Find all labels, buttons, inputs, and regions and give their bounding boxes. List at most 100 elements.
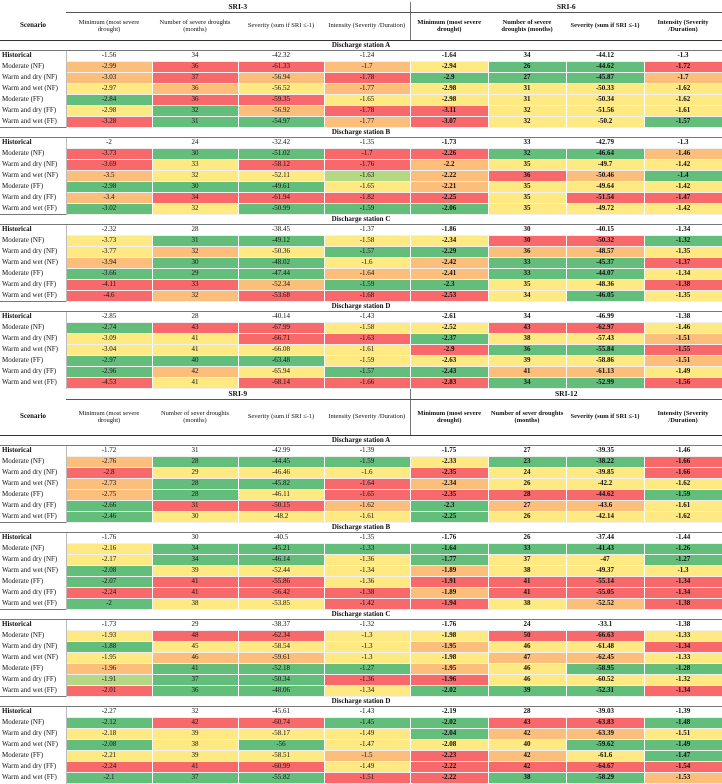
table-cell: -1.35 bbox=[644, 246, 722, 258]
table-cell: -2.52 bbox=[409, 322, 489, 334]
table-cell: -2.27 bbox=[66, 706, 153, 718]
table-row: Warm and dry (FF) -2.98 32 -56.92 -1.78 -3.11… bbox=[0, 105, 722, 117]
table-cell: -62.97 bbox=[566, 322, 645, 334]
table-cell: 35 bbox=[488, 203, 567, 215]
table-cell: -2.08 bbox=[66, 739, 153, 751]
table-cell: -68.14 bbox=[238, 377, 325, 389]
table-cell: 42 bbox=[488, 761, 567, 773]
table-cell: 32 bbox=[152, 170, 239, 182]
table-row: Historical -2.85 28 -40.14 -1.43 -2.61 34 -46.9… bbox=[0, 311, 722, 323]
table-cell: 26 bbox=[488, 532, 567, 544]
table-cell: -32.42 bbox=[238, 137, 325, 149]
table-cell: 28 bbox=[488, 489, 567, 501]
table-cell: -58.54 bbox=[238, 641, 325, 653]
scenario-label: Warm and dry (NF) bbox=[0, 159, 67, 170]
table-cell: -1.3 bbox=[644, 137, 722, 149]
table-cell: -1.77 bbox=[409, 554, 489, 566]
table-cell: -1.73 bbox=[409, 137, 489, 149]
table-cell: -1.58 bbox=[324, 235, 411, 247]
table-cell: -56.52 bbox=[238, 83, 325, 95]
table-cell: -1.72 bbox=[66, 445, 153, 457]
table-cell: 38 bbox=[488, 565, 567, 577]
table-cell: -1.5 bbox=[324, 750, 411, 762]
scenario-label: Warm and dry (FF) bbox=[0, 279, 67, 290]
table-cell: -57.43 bbox=[566, 333, 645, 345]
table-cell: -52.52 bbox=[566, 598, 645, 610]
table-cell: 50 bbox=[488, 630, 567, 642]
table-cell: 32 bbox=[488, 105, 567, 117]
left-index-title: SRI-9 bbox=[66, 389, 411, 400]
table-cell: -3.04 bbox=[66, 344, 153, 356]
table-cell: 41 bbox=[152, 663, 239, 675]
table-cell: -61.33 bbox=[238, 61, 325, 73]
table-cell: 34 bbox=[152, 554, 239, 566]
table-cell: 42 bbox=[152, 717, 239, 729]
table-cell: 28 bbox=[152, 489, 239, 501]
table-cell: -38.22 bbox=[566, 456, 645, 468]
table-row: Moderate (NF) -2.74 43 -67.99 -1.58 -2.52 43 -6… bbox=[0, 322, 722, 334]
table-row: Warm and dry (FF) -4.11 33 -52.34 -1.59 -2.3 3… bbox=[0, 279, 722, 291]
table-cell: -2.46 bbox=[66, 511, 153, 523]
table-cell: 42 bbox=[488, 728, 567, 740]
table-cell: -1.35 bbox=[324, 137, 411, 149]
table-cell: -1.63 bbox=[324, 333, 411, 345]
scenario-label: Warm and wet (FF) bbox=[0, 116, 67, 127]
table-cell: -1.59 bbox=[324, 456, 411, 468]
table-cell: -1.3 bbox=[644, 50, 722, 62]
table-cell: -1.49 bbox=[324, 761, 411, 773]
table-cell: -2.8 bbox=[66, 467, 153, 479]
table-cell: -1.38 bbox=[644, 311, 722, 323]
scenario-label: Moderate (NF) bbox=[0, 717, 67, 728]
table-cell: -39.85 bbox=[566, 467, 645, 479]
scenario-label: Warm and wet (FF) bbox=[0, 598, 67, 609]
table-cell: -2.9 bbox=[409, 72, 489, 84]
table-cell: -52.11 bbox=[238, 170, 325, 182]
table-cell: -50.33 bbox=[566, 83, 645, 95]
table-cell: 46 bbox=[488, 674, 567, 686]
table-row: Moderate (NF) -1.93 48 -62.34 -1.3 -1.98 50 -66… bbox=[0, 630, 722, 642]
table-cell: -2.3 bbox=[409, 500, 489, 512]
table-cell: -61.48 bbox=[566, 641, 645, 653]
station-header: Discharge station B bbox=[0, 521, 722, 533]
table-cell: -1.57 bbox=[324, 246, 411, 258]
table-cell: 27 bbox=[488, 445, 567, 457]
table-cell: 41 bbox=[488, 366, 567, 378]
table-cell: -1.61 bbox=[644, 500, 722, 512]
table-cell: 36 bbox=[152, 685, 239, 697]
table-cell: -2.74 bbox=[66, 322, 153, 334]
table-cell: -2.43 bbox=[409, 366, 489, 378]
table-cell: 29 bbox=[152, 268, 239, 280]
scenario-label: Historical bbox=[0, 445, 67, 456]
column-header: Intensity (Severity /Duration) bbox=[644, 12, 722, 41]
table-cell: -1.42 bbox=[644, 203, 722, 215]
table-cell: 30 bbox=[152, 257, 239, 269]
table-cell: -1.76 bbox=[409, 532, 489, 544]
table-cell: -2.83 bbox=[409, 377, 489, 389]
table-cell: -38.45 bbox=[238, 224, 325, 236]
table-cell: -2.19 bbox=[409, 706, 489, 718]
scenario-label: Historical bbox=[0, 706, 67, 717]
column-header: Number of sever droughts (months) bbox=[488, 399, 567, 436]
table-cell: 31 bbox=[488, 94, 567, 106]
column-header: Intensity (Severity /Duration) bbox=[324, 399, 411, 436]
scenario-label: Warm and dry (FF) bbox=[0, 587, 67, 598]
table-cell: -2.01 bbox=[66, 685, 153, 697]
table-cell: 36 bbox=[488, 170, 567, 182]
table-cell: -50.34 bbox=[238, 674, 325, 686]
table-cell: -1.62 bbox=[324, 500, 411, 512]
table-cell: 38 bbox=[488, 333, 567, 345]
table-row: Historical -2.27 32 -45.61 -1.43 -2.19 28 -39.0… bbox=[0, 706, 722, 718]
table-cell: -2.32 bbox=[66, 224, 153, 236]
table-cell: -41.43 bbox=[566, 543, 645, 555]
table-row: Moderate (FF) -2.21 39 -58.51 -1.5 -2.23 42 -61… bbox=[0, 750, 722, 762]
table-cell: -47.44 bbox=[238, 268, 325, 280]
table-row: Moderate (FF) -2.07 41 -55.86 -1.36 -1.91 41 -5… bbox=[0, 576, 722, 588]
table-cell: -1.46 bbox=[644, 445, 722, 457]
table-cell: 26 bbox=[488, 61, 567, 73]
scenario-label: Moderate (NF) bbox=[0, 61, 67, 72]
table-cell: -1.61 bbox=[324, 511, 411, 523]
table-cell: 39 bbox=[152, 565, 239, 577]
table-cell: 37 bbox=[152, 674, 239, 686]
table-row: Moderate (FF) -2.84 36 -59.35 -1.65 -2.98 31 -5… bbox=[0, 94, 722, 106]
table-row: Warm and dry (NF) -2.8 29 -46.46 -1.6 -2.35 24… bbox=[0, 467, 722, 479]
